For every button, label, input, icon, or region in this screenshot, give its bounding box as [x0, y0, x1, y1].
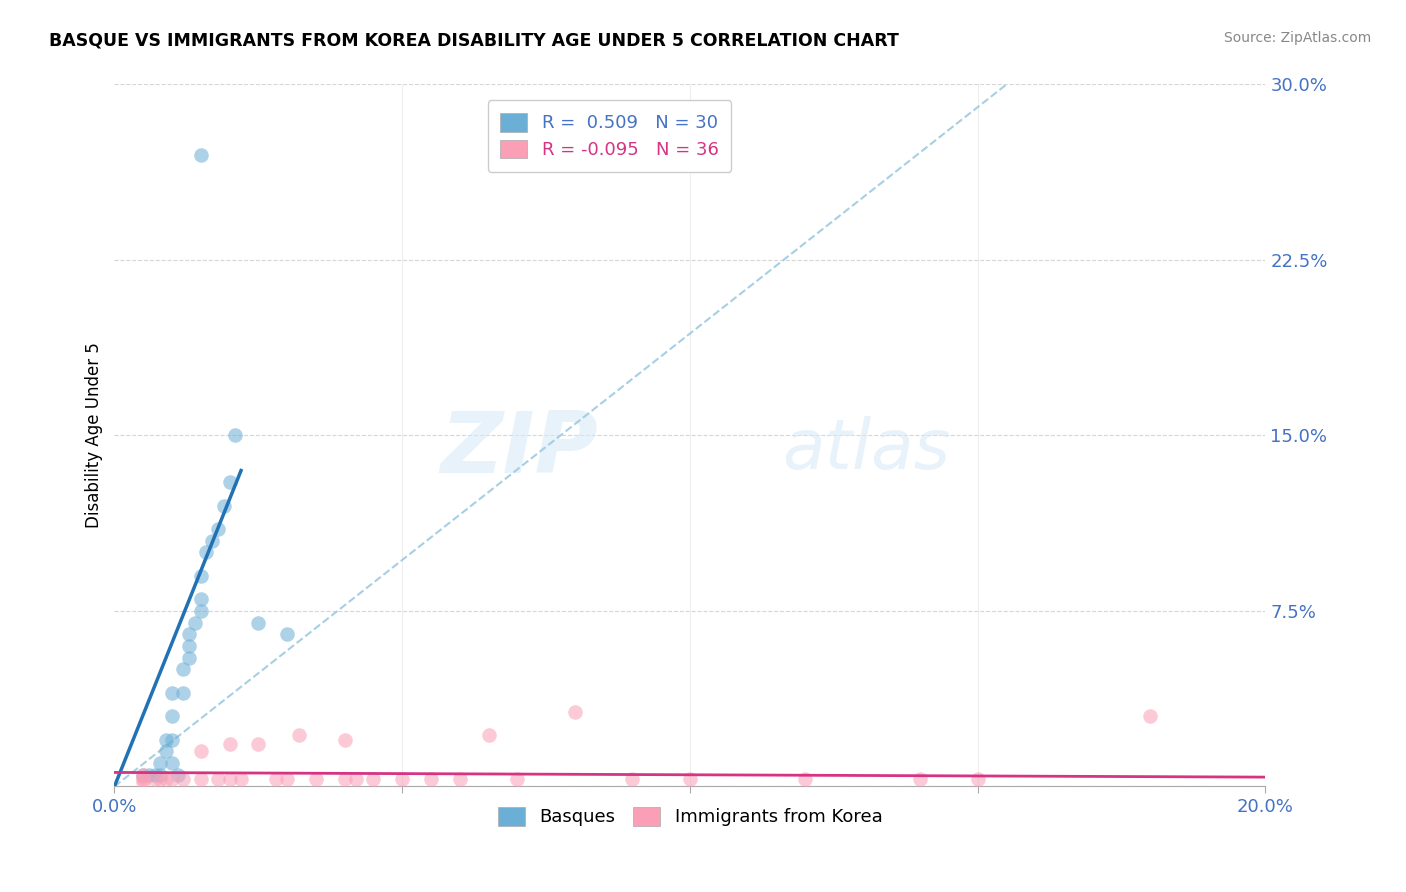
Point	[179, 639, 201, 653]
Point	[143, 768, 166, 782]
Point	[264, 772, 287, 787]
Point	[506, 772, 529, 787]
Point	[172, 663, 194, 677]
Point	[794, 772, 817, 787]
Point	[179, 627, 201, 641]
Text: BASQUE VS IMMIGRANTS FROM KOREA DISABILITY AGE UNDER 5 CORRELATION CHART: BASQUE VS IMMIGRANTS FROM KOREA DISABILI…	[49, 31, 898, 49]
Point	[276, 627, 298, 641]
Text: atlas: atlas	[782, 416, 950, 483]
Point	[391, 772, 413, 787]
Point	[212, 499, 235, 513]
Point	[287, 728, 309, 742]
Point	[247, 737, 270, 751]
Point	[149, 772, 172, 787]
Point	[344, 772, 367, 787]
Point	[207, 522, 229, 536]
Point	[477, 728, 499, 742]
Point	[218, 772, 240, 787]
Point	[149, 756, 172, 770]
Point	[184, 615, 207, 630]
Point	[132, 768, 155, 782]
Point	[160, 709, 183, 723]
Point	[143, 772, 166, 787]
Point	[155, 744, 177, 758]
Point	[201, 533, 224, 548]
Point	[160, 732, 183, 747]
Y-axis label: Disability Age Under 5: Disability Age Under 5	[86, 343, 103, 528]
Point	[190, 744, 212, 758]
Legend: Basques, Immigrants from Korea: Basques, Immigrants from Korea	[491, 800, 890, 834]
Point	[966, 772, 988, 787]
Point	[155, 732, 177, 747]
Point	[149, 768, 172, 782]
Point	[333, 772, 356, 787]
Point	[160, 756, 183, 770]
Point	[195, 545, 218, 559]
Point	[679, 772, 702, 787]
Point	[138, 768, 160, 782]
Point	[132, 768, 155, 782]
Point	[564, 705, 586, 719]
Point	[190, 569, 212, 583]
Point	[218, 737, 240, 751]
Point	[908, 772, 931, 787]
Point	[1139, 709, 1161, 723]
Point	[420, 772, 443, 787]
Point	[132, 772, 155, 787]
Text: ZIP: ZIP	[440, 408, 598, 491]
Point	[179, 650, 201, 665]
Point	[166, 768, 188, 782]
Point	[363, 772, 385, 787]
Point	[276, 772, 298, 787]
Point	[160, 686, 183, 700]
Point	[172, 686, 194, 700]
Point	[449, 772, 471, 787]
Point	[621, 772, 644, 787]
Point	[172, 772, 194, 787]
Point	[247, 615, 270, 630]
Point	[224, 428, 246, 442]
Point	[218, 475, 240, 490]
Point	[190, 604, 212, 618]
Point	[160, 772, 183, 787]
Point	[333, 732, 356, 747]
Point	[190, 772, 212, 787]
Point	[132, 774, 155, 789]
Point	[190, 592, 212, 607]
Point	[155, 772, 177, 787]
Point	[190, 147, 212, 161]
Text: Source: ZipAtlas.com: Source: ZipAtlas.com	[1223, 31, 1371, 45]
Point	[305, 772, 328, 787]
Point	[132, 770, 155, 784]
Point	[207, 772, 229, 787]
Point	[229, 772, 252, 787]
